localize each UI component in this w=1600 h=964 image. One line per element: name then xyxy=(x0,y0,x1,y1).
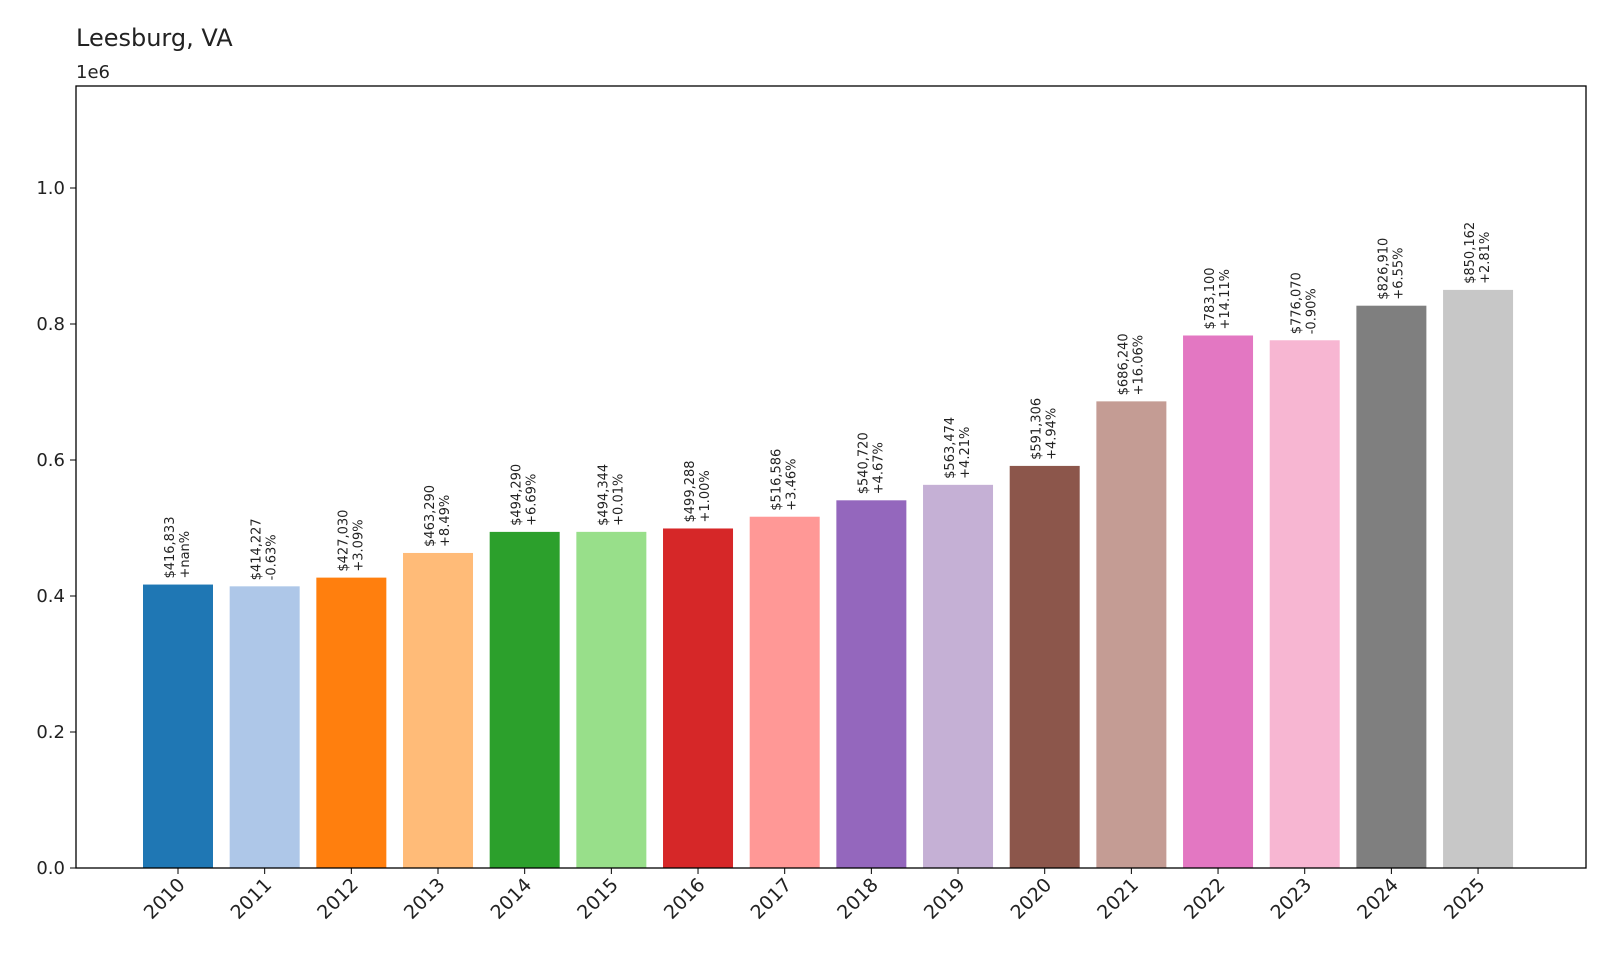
bar-value-label: $776,070-0.90% xyxy=(1290,272,1320,334)
bar-change-text: +8.49% xyxy=(438,495,453,547)
bar-value-label: $416,833+nan% xyxy=(163,517,193,579)
bar-value-label: $494,290+6.69% xyxy=(510,464,540,526)
bar-value-label: $563,474+4.21% xyxy=(943,417,973,479)
x-tick-label: 2015 xyxy=(573,874,623,924)
bar-change-text: +14.11% xyxy=(1218,269,1233,329)
x-tick-label: 2013 xyxy=(400,874,450,924)
bar-value-label: $499,288+1.00% xyxy=(683,460,713,522)
bar-change-text: +6.55% xyxy=(1391,247,1406,299)
bar-change-text: +4.94% xyxy=(1045,408,1060,460)
bar-change-text: +4.21% xyxy=(958,427,973,479)
y-tick-label: 0.8 xyxy=(36,314,65,335)
bar-change-text: -0.63% xyxy=(265,534,280,580)
bar-2016 xyxy=(663,528,734,868)
x-tick-label: 2017 xyxy=(746,874,796,924)
bar-change-text: +4.67% xyxy=(871,442,886,494)
chart-title: Leesburg, VA xyxy=(76,24,233,52)
x-tick-label: 2011 xyxy=(226,874,276,924)
bar-value-label: $516,586+3.46% xyxy=(770,449,800,511)
data-labels-layer: $416,833+nan% $414,227-0.63% $427,030+3.09… xyxy=(163,222,1493,580)
bar-2019 xyxy=(923,484,994,868)
bar-2010 xyxy=(143,584,213,868)
x-tick-label: 2012 xyxy=(313,874,363,924)
x-tick-label: 2021 xyxy=(1093,874,1143,924)
bar-value-text: $494,344 xyxy=(596,464,611,526)
bar-change-text: +3.46% xyxy=(785,459,800,511)
x-tick-label: 2025 xyxy=(1440,874,1490,924)
bar-value-text: $826,910 xyxy=(1376,238,1391,300)
bar-2011 xyxy=(229,586,300,868)
bar-value-label: $540,720+4.67% xyxy=(856,432,886,494)
bar-value-label: $783,100+14.11% xyxy=(1203,267,1233,329)
bar-value-text: $591,306 xyxy=(1030,398,1045,460)
bar-change-text: +3.09% xyxy=(351,519,366,571)
bar-change-text: +1.00% xyxy=(698,470,713,522)
bar-value-text: $686,240 xyxy=(1116,333,1131,395)
bar-2014 xyxy=(489,531,560,868)
x-tick-label: 2014 xyxy=(486,874,536,924)
y-tick-label: 0.6 xyxy=(36,450,65,471)
bar-2021 xyxy=(1096,401,1167,868)
y-tick-label: 0.2 xyxy=(36,722,65,743)
bar-2013 xyxy=(403,552,474,868)
bar-2024 xyxy=(1356,305,1427,868)
y-axis-scale-label: 1e6 xyxy=(76,62,110,83)
bar-value-text: $516,586 xyxy=(770,449,785,511)
bar-value-text: $563,474 xyxy=(943,417,958,479)
x-tick-label: 2022 xyxy=(1180,874,1230,924)
bar-value-label: $463,290+8.49% xyxy=(423,485,453,547)
x-axis: 2010 2011 2012 2013 2014 2015 2016 2017 2018 2019… xyxy=(140,868,1490,924)
x-tick-label: 2018 xyxy=(833,874,883,924)
bar-value-text: $499,288 xyxy=(683,460,698,522)
bar-2023 xyxy=(1269,340,1340,868)
bar-value-text: $540,720 xyxy=(856,432,871,494)
bar-value-label: $494,344+0.01% xyxy=(596,464,626,526)
bar-value-label: $686,240+16.06% xyxy=(1116,333,1146,395)
bar-value-text: $850,162 xyxy=(1463,222,1478,284)
y-tick-label: 1.0 xyxy=(36,178,65,199)
bar-2012 xyxy=(316,577,387,868)
y-tick-label: 0.0 xyxy=(36,858,65,879)
bar-value-label: $850,162+2.81% xyxy=(1463,222,1493,284)
bar-value-label: $591,306+4.94% xyxy=(1030,398,1060,460)
bar-value-text: $414,227 xyxy=(250,518,265,580)
bar-value-text: $427,030 xyxy=(336,510,351,572)
bar-value-label: $414,227-0.63% xyxy=(250,518,280,580)
bar-2020 xyxy=(1009,465,1080,868)
x-tick-label: 2023 xyxy=(1266,874,1316,924)
y-axis: 0.0 0.2 0.4 0.6 0.8 1.0 xyxy=(36,178,76,879)
x-tick-label: 2016 xyxy=(660,874,710,924)
bar-2018 xyxy=(836,500,907,868)
bar-value-text: $783,100 xyxy=(1203,267,1218,329)
bar-change-text: -0.90% xyxy=(1305,288,1320,334)
bar-value-text: $776,070 xyxy=(1290,272,1305,334)
plot-frame xyxy=(75,85,1587,869)
bar-value-label: $427,030+3.09% xyxy=(336,510,366,572)
bar-change-text: +0.01% xyxy=(611,474,626,526)
bar-2017 xyxy=(749,516,820,868)
bar-change-text: +nan% xyxy=(178,531,193,579)
x-tick-label: 2024 xyxy=(1353,874,1403,924)
bar-value-label: $826,910+6.55% xyxy=(1376,238,1406,300)
bar-change-text: +16.06% xyxy=(1131,335,1146,395)
bar-value-text: $416,833 xyxy=(163,517,178,579)
bar-change-text: +2.81% xyxy=(1478,232,1493,284)
y-tick-label: 0.4 xyxy=(36,586,65,607)
bars-layer xyxy=(143,289,1514,868)
bar-2015 xyxy=(576,531,647,868)
bar-value-text: $463,290 xyxy=(423,485,438,547)
x-tick-label: 2020 xyxy=(1006,874,1056,924)
bar-value-text: $494,290 xyxy=(510,464,525,526)
bar-2022 xyxy=(1183,335,1254,868)
bar-change-text: +6.69% xyxy=(525,474,540,526)
x-tick-label: 2019 xyxy=(920,874,970,924)
bar-2025 xyxy=(1443,289,1514,868)
x-tick-label: 2010 xyxy=(140,874,190,924)
